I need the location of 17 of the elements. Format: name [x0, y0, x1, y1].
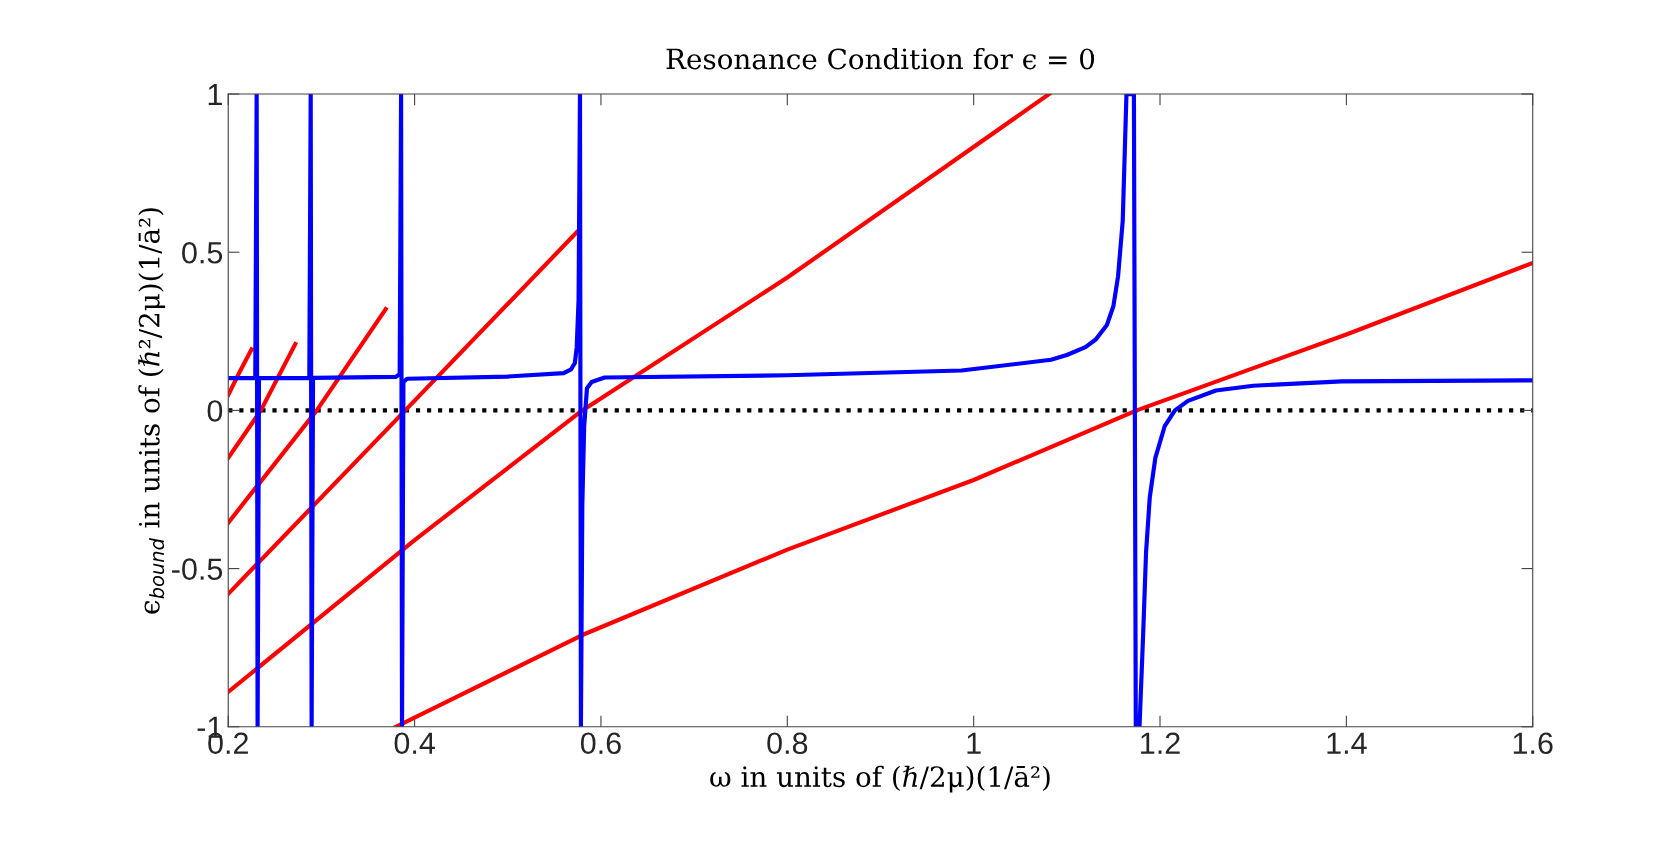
x-tick-label: 1.2	[1141, 732, 1180, 754]
x-tick-label: 0.4	[394, 732, 435, 755]
line-series	[228, 94, 1052, 695]
y-tick-label: 0.5	[182, 241, 223, 264]
x-tick-label: 1.4	[1327, 732, 1367, 754]
chart-title: Resonance Condition for ϵ = 0	[666, 47, 1095, 70]
line-series	[393, 260, 1533, 727]
x-tick-label: 1.6	[1513, 732, 1553, 755]
y-tick-label: 0	[207, 400, 223, 422]
y-axis-title: ϵ$_{bound}$ in units of (ℏ²/2μ)(1/ā²)	[138, 208, 166, 614]
y-tick-label: -0.5	[172, 558, 223, 580]
line-series	[228, 94, 1533, 727]
x-axis-title: ω in units of (ℏ/2μ)(1/ā²)	[710, 765, 1050, 793]
x-tick-label: 1	[967, 732, 981, 754]
x-tick-label: 0.6	[580, 732, 621, 755]
y-tick-label: 1	[208, 84, 222, 106]
x-tick-label: 0.8	[767, 732, 808, 755]
